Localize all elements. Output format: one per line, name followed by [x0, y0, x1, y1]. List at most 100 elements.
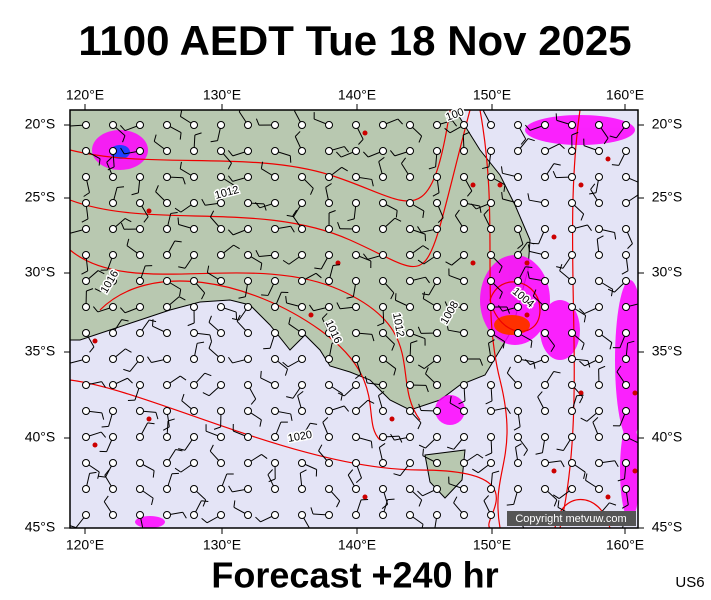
- barb-flag: [261, 454, 268, 459]
- barb-flag: [116, 186, 125, 189]
- barb-flag: [81, 218, 89, 223]
- station: [541, 147, 549, 155]
- barb-flag: [425, 276, 430, 284]
- barb-flag: [393, 368, 397, 376]
- barb-flag: [201, 500, 209, 503]
- station: [190, 511, 198, 519]
- barb-flag: [485, 400, 493, 405]
- station: [190, 121, 198, 129]
- barb-flag: [197, 341, 205, 344]
- station: [163, 433, 171, 441]
- barb-flag: [208, 341, 212, 349]
- barb-flag: [513, 426, 521, 431]
- station: [190, 355, 198, 363]
- barb-flag: [120, 222, 125, 230]
- barb-flag: [268, 478, 276, 483]
- station: [244, 121, 252, 129]
- station: [433, 173, 441, 181]
- barb-flag: [498, 305, 503, 312]
- station: [433, 303, 441, 311]
- station: [460, 277, 468, 285]
- station: [163, 199, 171, 207]
- station: [298, 355, 306, 363]
- station: [595, 121, 603, 129]
- station: [379, 407, 387, 415]
- station: [514, 459, 522, 467]
- station: [487, 277, 495, 285]
- station: [622, 303, 630, 311]
- station: [82, 225, 90, 233]
- station: [568, 433, 576, 441]
- barb-flag: [120, 147, 125, 155]
- station: [433, 147, 441, 155]
- station: [487, 459, 495, 467]
- barb-flag: [322, 417, 329, 423]
- barb-flag: [394, 217, 402, 222]
- station: [622, 225, 630, 233]
- station: [244, 329, 252, 337]
- barb-flag: [525, 266, 533, 269]
- rain-dot: [551, 468, 557, 474]
- precip: [92, 115, 638, 528]
- station: [217, 485, 225, 493]
- station: [271, 329, 279, 337]
- station: [487, 173, 495, 181]
- station: [325, 199, 333, 207]
- station: [568, 121, 576, 129]
- station: [136, 225, 144, 233]
- station: [217, 381, 225, 389]
- lon-label: 140°E: [338, 87, 376, 103]
- station: [325, 121, 333, 129]
- lon-label: 120°E: [66, 87, 104, 103]
- station: [136, 433, 144, 441]
- barb-flag: [362, 253, 369, 260]
- barb-flag: [182, 177, 186, 185]
- barb-flag: [331, 341, 339, 344]
- station: [541, 485, 549, 493]
- barb-flag: [179, 289, 182, 297]
- station: [109, 277, 117, 285]
- barb-flag: [425, 385, 429, 393]
- barb-flag: [310, 422, 318, 425]
- barb-flag: [261, 294, 269, 296]
- barb-flag: [422, 245, 430, 250]
- rain-dot: [605, 156, 611, 162]
- station: [136, 251, 144, 259]
- station: [271, 147, 279, 155]
- station: [82, 459, 90, 467]
- barb-flag: [202, 392, 210, 397]
- station: [244, 381, 252, 389]
- station: [217, 121, 225, 129]
- station: [190, 199, 198, 207]
- barb-flag: [607, 288, 615, 293]
- station: [109, 199, 117, 207]
- station: [406, 433, 414, 441]
- station: [622, 173, 630, 181]
- station: [163, 459, 171, 467]
- station: [460, 199, 468, 207]
- station: [244, 251, 252, 259]
- lon-label: 130°E: [203, 537, 241, 553]
- barb-flag: [182, 511, 187, 519]
- barb-flag: [501, 192, 503, 200]
- station: [622, 121, 630, 129]
- barb-flag: [315, 272, 322, 279]
- barb-flag: [519, 530, 524, 535]
- station: [514, 277, 522, 285]
- station: [271, 511, 279, 519]
- station: [460, 225, 468, 233]
- station: [406, 381, 414, 389]
- barb-flag: [417, 490, 423, 497]
- barb-flag: [557, 500, 560, 508]
- barb-flag: [297, 390, 304, 397]
- station: [217, 225, 225, 233]
- station: [163, 355, 171, 363]
- station: [595, 485, 603, 493]
- barb-flag: [616, 365, 622, 373]
- station: [325, 251, 333, 259]
- barb-flag: [94, 288, 102, 293]
- station: [487, 225, 495, 233]
- station: [595, 407, 603, 415]
- station: [325, 511, 333, 519]
- station: [163, 511, 171, 519]
